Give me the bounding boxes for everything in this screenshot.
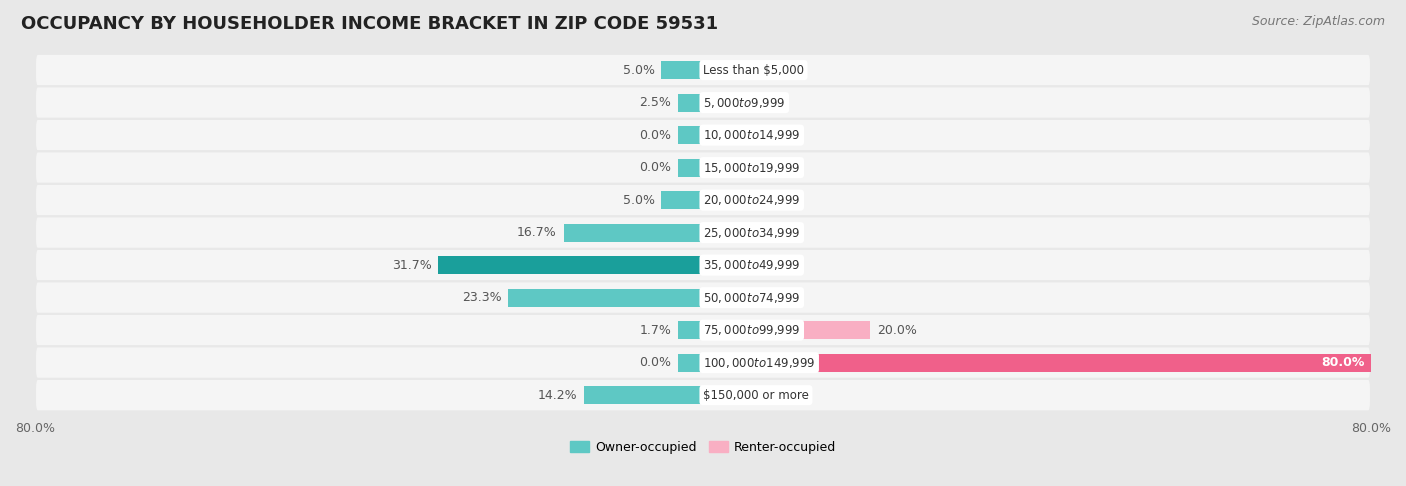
Text: $50,000 to $74,999: $50,000 to $74,999 [703,291,800,305]
Text: 0.0%: 0.0% [735,291,766,304]
Bar [678,159,703,176]
Bar [678,94,703,112]
Text: $20,000 to $24,999: $20,000 to $24,999 [703,193,800,207]
FancyBboxPatch shape [35,119,1371,151]
FancyBboxPatch shape [35,87,1371,119]
Bar [703,386,728,404]
Text: 5.0%: 5.0% [623,193,655,207]
Bar [703,321,870,339]
Bar [703,191,728,209]
Bar [439,256,703,274]
Text: 80.0%: 80.0% [1322,356,1364,369]
Bar [703,159,728,176]
FancyBboxPatch shape [35,54,1371,87]
Bar [703,61,728,79]
Text: 1.7%: 1.7% [640,324,671,337]
Bar [703,354,1371,372]
Text: 0.0%: 0.0% [640,161,671,174]
Text: $15,000 to $19,999: $15,000 to $19,999 [703,161,800,174]
Text: $5,000 to $9,999: $5,000 to $9,999 [703,96,786,110]
Text: 0.0%: 0.0% [640,356,671,369]
Bar [564,224,703,242]
Bar [585,386,703,404]
Bar [678,321,703,339]
Text: 0.0%: 0.0% [735,193,766,207]
Text: 0.0%: 0.0% [735,96,766,109]
Bar [678,354,703,372]
Text: OCCUPANCY BY HOUSEHOLDER INCOME BRACKET IN ZIP CODE 59531: OCCUPANCY BY HOUSEHOLDER INCOME BRACKET … [21,15,718,33]
Text: 16.7%: 16.7% [517,226,557,239]
Bar [703,256,728,274]
Text: 5.0%: 5.0% [623,64,655,77]
Bar [703,224,728,242]
FancyBboxPatch shape [35,184,1371,216]
Text: 0.0%: 0.0% [640,129,671,141]
Text: $100,000 to $149,999: $100,000 to $149,999 [703,356,815,370]
Text: 31.7%: 31.7% [392,259,432,272]
Text: 20.0%: 20.0% [877,324,917,337]
Text: 0.0%: 0.0% [735,64,766,77]
Bar [509,289,703,307]
Legend: Owner-occupied, Renter-occupied: Owner-occupied, Renter-occupied [565,436,841,459]
FancyBboxPatch shape [35,151,1371,184]
Text: Less than $5,000: Less than $5,000 [703,64,804,77]
Text: 2.5%: 2.5% [640,96,671,109]
Text: $25,000 to $34,999: $25,000 to $34,999 [703,226,800,240]
Text: 0.0%: 0.0% [735,389,766,401]
Text: $35,000 to $49,999: $35,000 to $49,999 [703,258,800,272]
FancyBboxPatch shape [35,281,1371,314]
Text: 14.2%: 14.2% [538,389,578,401]
Bar [703,94,728,112]
FancyBboxPatch shape [35,314,1371,347]
Text: Source: ZipAtlas.com: Source: ZipAtlas.com [1251,15,1385,28]
Text: 0.0%: 0.0% [735,226,766,239]
Text: $10,000 to $14,999: $10,000 to $14,999 [703,128,800,142]
Bar [703,289,728,307]
Text: 0.0%: 0.0% [735,161,766,174]
Text: 0.0%: 0.0% [735,129,766,141]
Text: $150,000 or more: $150,000 or more [703,389,808,401]
Bar [703,126,728,144]
FancyBboxPatch shape [35,347,1371,379]
Text: 23.3%: 23.3% [463,291,502,304]
Text: 0.0%: 0.0% [735,259,766,272]
FancyBboxPatch shape [35,379,1371,411]
FancyBboxPatch shape [35,249,1371,281]
Text: $75,000 to $99,999: $75,000 to $99,999 [703,323,800,337]
Bar [661,191,703,209]
Bar [661,61,703,79]
FancyBboxPatch shape [35,216,1371,249]
Bar [678,126,703,144]
